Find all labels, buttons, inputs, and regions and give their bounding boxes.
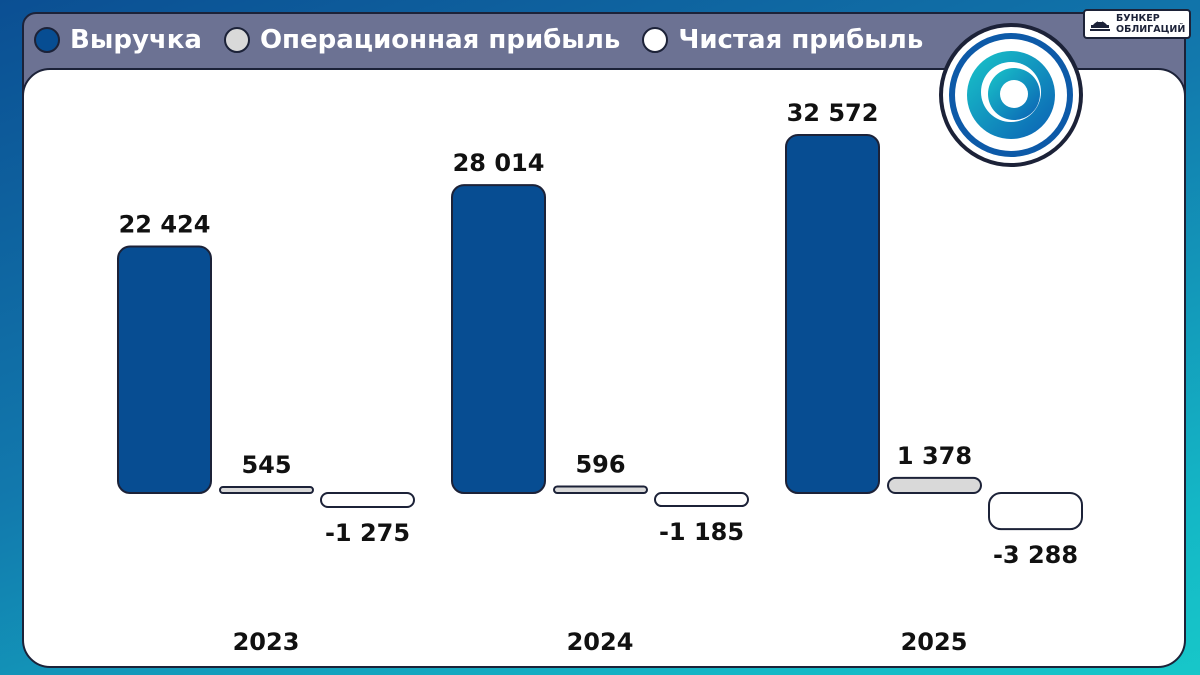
data-label-operating-profit-2024: 596 [575, 450, 625, 478]
legend-label-revenue: Выручка [70, 25, 202, 55]
data-label-net-profit-2023: -1 275 [325, 519, 410, 547]
legend-swatch-revenue [34, 27, 60, 53]
bar-net-profit-2025 [988, 492, 1083, 531]
brand-line-1: БУНКЕР [1116, 13, 1160, 24]
legend: Выручка Операционная прибыль Чистая приб… [34, 22, 945, 58]
data-label-revenue-2024: 28 014 [453, 149, 545, 177]
data-label-revenue-2025: 32 572 [787, 99, 879, 127]
legend-label-operating-profit: Операционная прибыль [259, 25, 621, 55]
bar-operating-profit-2023 [219, 486, 314, 495]
bar-operating-profit-2024 [553, 485, 648, 494]
x-tick-label-2023: 2023 [233, 628, 300, 656]
bar-net-profit-2023 [320, 492, 415, 509]
brand-badge: БУНКЕР ОБЛИГАЦИЙ [1083, 9, 1191, 39]
data-label-operating-profit-2023: 545 [241, 451, 291, 479]
legend-item-net-profit: Чистая прибыль [642, 25, 923, 55]
bunker-icon [1090, 20, 1110, 31]
legend-swatch-net-profit [642, 27, 669, 53]
data-label-operating-profit-2025: 1 378 [897, 442, 972, 470]
x-tick-label-2025: 2025 [901, 628, 968, 656]
legend-label-net-profit: Чистая прибыль [678, 25, 924, 55]
x-tick-label-2024: 2024 [567, 628, 634, 656]
bar-net-profit-2024 [654, 492, 749, 508]
bar-revenue-2024 [451, 184, 546, 494]
legend-item-revenue: Выручка [34, 25, 202, 55]
data-label-net-profit-2025: -3 288 [993, 541, 1078, 569]
brand-line-2: ОБЛИГАЦИЙ [1116, 24, 1186, 35]
bar-operating-profit-2025 [887, 476, 982, 494]
company-ring-logo-icon [939, 23, 1083, 167]
bar-revenue-2023 [117, 245, 212, 494]
data-label-net-profit-2024: -1 185 [659, 518, 744, 546]
bar-revenue-2025 [785, 134, 880, 494]
chart-panel [22, 68, 1186, 668]
legend-item-operating-profit: Операционная прибыль [223, 25, 621, 55]
data-label-revenue-2023: 22 424 [119, 211, 211, 239]
legend-swatch-operating-profit [223, 27, 250, 53]
